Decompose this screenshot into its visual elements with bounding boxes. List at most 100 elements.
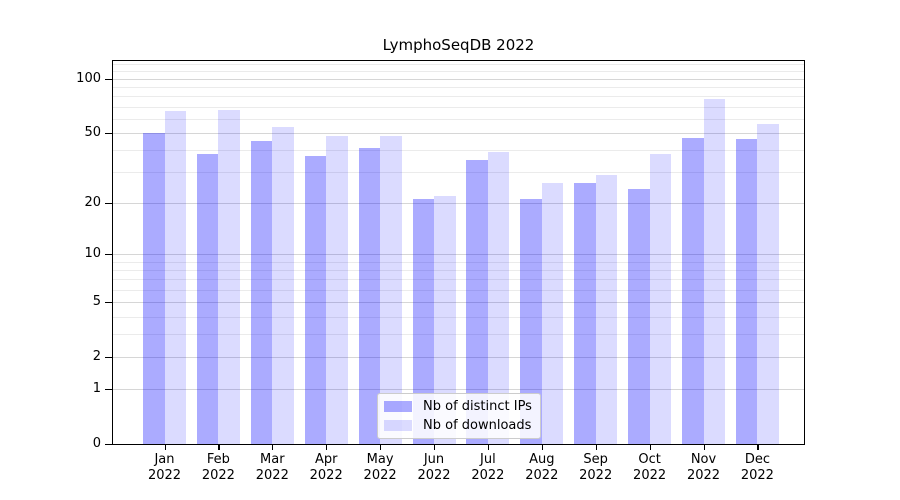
bar-distinct-ips-dec bbox=[735, 139, 758, 444]
month-label: Apr bbox=[314, 452, 338, 467]
y-tick-label: 50 bbox=[84, 124, 101, 140]
gridline-minor bbox=[113, 289, 804, 291]
gridline-minor bbox=[113, 172, 804, 174]
bar-downloads-jul bbox=[487, 151, 510, 444]
gridline-minor bbox=[113, 64, 804, 66]
plot-area: 0 1 2 5 10 20 50 100 Jan 2022 Feb 2022 Mar 2022 Apr 202… bbox=[76, 60, 805, 483]
y-tick-mark bbox=[105, 389, 112, 391]
x-tick-label-feb: Feb 2022 bbox=[186, 452, 250, 483]
bar-distinct-ips-jul bbox=[466, 160, 488, 444]
gridline-minor bbox=[113, 86, 804, 88]
bar-distinct-ips-may bbox=[358, 148, 381, 444]
x-tick-label-oct: Oct 2022 bbox=[618, 452, 682, 483]
x-tick-mark bbox=[757, 445, 759, 450]
month-label: Oct bbox=[638, 452, 661, 467]
year-label: 2022 bbox=[579, 467, 613, 483]
x-tick-label-apr: Apr 2022 bbox=[294, 452, 358, 483]
y-tick-mark bbox=[105, 78, 112, 80]
year-label: 2022 bbox=[201, 467, 235, 483]
legend-swatch bbox=[384, 420, 412, 431]
month-label: Mar bbox=[260, 452, 285, 467]
y-tick-mark bbox=[105, 254, 112, 256]
month-label: Sep bbox=[583, 452, 608, 467]
x-tick-label-aug: Aug 2022 bbox=[510, 452, 574, 483]
bar-downloads-jan bbox=[164, 111, 186, 444]
legend-entry: Nb of downloads bbox=[384, 418, 534, 433]
gridline-major bbox=[113, 357, 804, 358]
y-tick-mark bbox=[105, 132, 112, 134]
bar-downloads-apr bbox=[326, 135, 348, 444]
bar-distinct-ips-oct bbox=[628, 189, 650, 444]
bar-distinct-ips-jan bbox=[143, 132, 165, 444]
legend-box: Nb of distinct IPs Nb of downloads bbox=[377, 393, 541, 439]
x-tick-mark bbox=[218, 445, 220, 450]
x-tick-label-may: May 2022 bbox=[348, 452, 412, 483]
gridline-minor bbox=[113, 334, 804, 336]
bar-downloads-may bbox=[380, 135, 402, 444]
gridline-major bbox=[113, 254, 804, 256]
year-label: 2022 bbox=[417, 467, 451, 483]
bar-distinct-ips-nov bbox=[682, 137, 704, 444]
gridline-minor bbox=[113, 118, 804, 120]
bar-downloads-mar bbox=[272, 126, 294, 444]
legend-entry: Nb of distinct IPs bbox=[384, 399, 534, 414]
year-label: 2022 bbox=[255, 467, 289, 483]
gridline-major bbox=[113, 302, 804, 304]
year-label: 2022 bbox=[471, 467, 505, 483]
bar-distinct-ips-apr bbox=[304, 156, 327, 444]
gridline-major bbox=[113, 132, 804, 134]
y-tick-mark bbox=[105, 302, 112, 304]
gridline-minor bbox=[113, 150, 804, 151]
legend-swatch bbox=[384, 401, 412, 412]
x-tick-label-dec: Dec 2022 bbox=[725, 452, 789, 483]
month-label: Dec bbox=[744, 452, 770, 467]
bar-downloads-feb bbox=[218, 109, 240, 444]
y-tick-label: 10 bbox=[84, 246, 101, 262]
year-label: 2022 bbox=[686, 467, 721, 483]
x-tick-label-nov: Nov 2022 bbox=[672, 452, 736, 483]
gridline-minor bbox=[113, 279, 804, 281]
bar-downloads-jun bbox=[434, 195, 456, 444]
bar-downloads-nov bbox=[703, 99, 725, 444]
y-tick-label: 1 bbox=[92, 381, 101, 397]
x-tick-label-jul: Jul 2022 bbox=[456, 452, 520, 483]
x-tick-mark bbox=[380, 445, 382, 450]
gridline-minor bbox=[113, 96, 804, 98]
year-label: 2022 bbox=[525, 467, 559, 483]
chart-title: LymphoSeqDB 2022 bbox=[382, 36, 535, 54]
bar-distinct-ips-aug bbox=[520, 199, 542, 444]
x-tick-mark bbox=[649, 445, 651, 450]
x-tick-mark bbox=[164, 445, 166, 450]
x-tick-mark bbox=[326, 445, 328, 450]
x-tick-mark bbox=[272, 445, 274, 450]
x-tick-label-jun: Jun 2022 bbox=[402, 452, 466, 483]
bar-distinct-ips-jun bbox=[412, 199, 434, 444]
y-tick-label: 0 bbox=[92, 436, 101, 451]
month-label: Feb bbox=[206, 452, 230, 467]
gridline-major bbox=[113, 389, 804, 391]
bar-downloads-aug bbox=[541, 183, 564, 444]
x-tick-label-mar: Mar 2022 bbox=[240, 452, 304, 483]
x-tick-label-jan: Jan 2022 bbox=[133, 452, 197, 483]
gridline-minor bbox=[113, 106, 804, 108]
bar-distinct-ips-mar bbox=[250, 140, 273, 444]
y-tick-mark bbox=[105, 203, 112, 205]
bar-downloads-oct bbox=[649, 153, 672, 444]
legend-label: Nb of distinct IPs bbox=[423, 399, 532, 414]
gridline-major bbox=[113, 78, 804, 80]
month-label: Nov bbox=[690, 452, 717, 467]
gridline-major bbox=[113, 203, 804, 204]
month-label: May bbox=[366, 452, 394, 467]
gridline-minor bbox=[113, 261, 804, 263]
month-label: Aug bbox=[529, 452, 555, 467]
bar-distinct-ips-sep bbox=[574, 183, 596, 444]
year-label: 2022 bbox=[740, 467, 774, 483]
x-tick-mark bbox=[703, 445, 705, 450]
month-label: Jan bbox=[154, 452, 175, 467]
y-tick-mark bbox=[105, 444, 112, 446]
gridline-minor bbox=[113, 71, 804, 73]
y-tick-label: 5 bbox=[92, 294, 101, 310]
year-label: 2022 bbox=[147, 467, 182, 483]
month-label: Jun bbox=[423, 452, 445, 467]
